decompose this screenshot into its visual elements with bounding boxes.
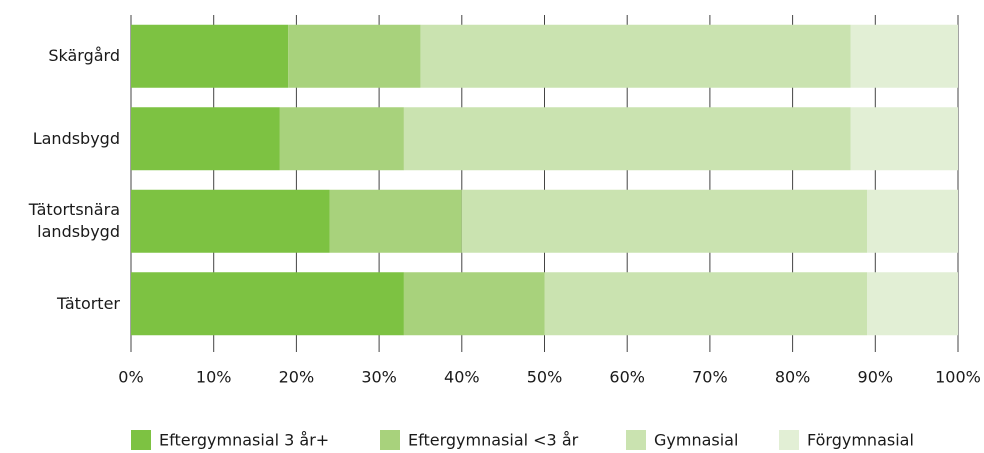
y-tick-label: Landsbygd <box>32 128 120 148</box>
bar-segment <box>279 107 404 171</box>
bar-segment <box>131 107 280 171</box>
y-tick-label: Tätorter <box>56 293 120 313</box>
bar-segment <box>403 107 851 171</box>
x-tick-label: 90% <box>858 368 894 387</box>
x-tick-label: 30% <box>361 368 397 387</box>
bar-segment <box>131 189 330 253</box>
x-tick-label: 60% <box>609 368 645 387</box>
legend-label: Förgymnasial <box>807 431 914 450</box>
bar-segment <box>403 272 545 336</box>
x-tick-label: 50% <box>527 368 563 387</box>
bar-segment <box>867 189 958 253</box>
bar-segment <box>544 272 868 336</box>
bar-segment <box>850 24 958 88</box>
x-tick-label: 100% <box>935 368 981 387</box>
bar-segment <box>131 24 289 88</box>
bar-segment <box>461 189 868 253</box>
bar-segment <box>288 24 421 88</box>
x-tick-label: 40% <box>444 368 480 387</box>
legend-swatch <box>779 430 799 450</box>
y-tick-label: Skärgård <box>48 46 120 66</box>
legend-label: Eftergymnasial 3 år+ <box>159 431 329 450</box>
bar-segment <box>850 107 958 171</box>
x-tick-label: 20% <box>279 368 315 387</box>
x-tick-label: 0% <box>118 368 143 387</box>
legend-swatch <box>131 430 151 450</box>
x-tick-label: 70% <box>692 368 728 387</box>
bar-segment <box>420 24 851 88</box>
legend-swatch <box>380 430 400 450</box>
legend-label: Gymnasial <box>654 431 738 450</box>
legend-label: Eftergymnasial <3 år <box>408 431 579 450</box>
y-tick-label: Tätortsnära landsbygd <box>28 200 120 242</box>
x-tick-label: 10% <box>196 368 232 387</box>
legend-swatch <box>626 430 646 450</box>
bar-segment <box>131 272 404 336</box>
bar-segment <box>329 189 462 253</box>
x-tick-label: 80% <box>775 368 811 387</box>
bar-segment <box>867 272 958 336</box>
